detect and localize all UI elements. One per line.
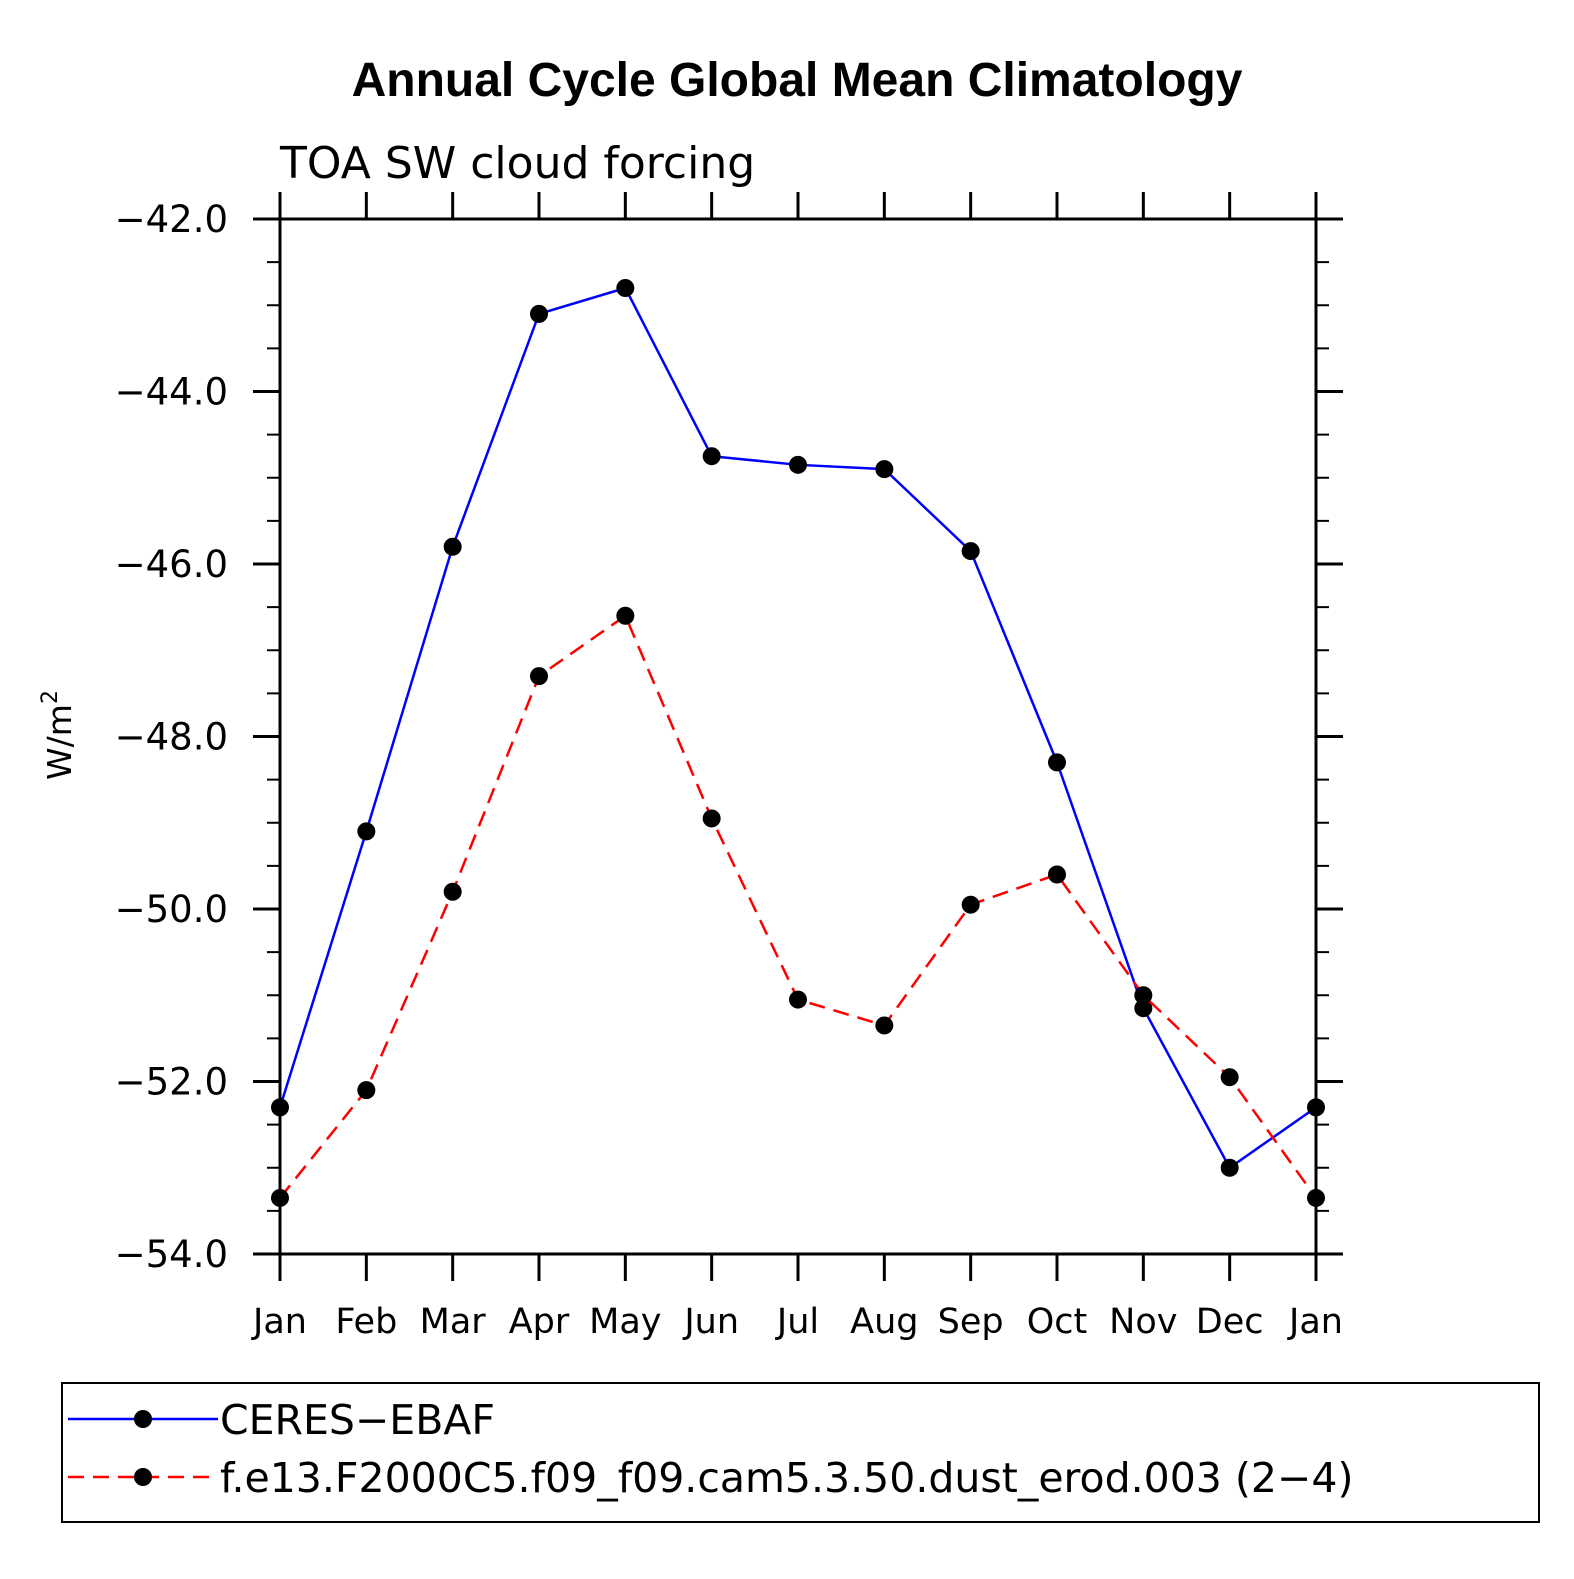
chart-subtitle: TOA SW cloud forcing xyxy=(279,138,755,189)
y-axis-label: W/m2 xyxy=(38,690,79,780)
y-tick-label: −50.0 xyxy=(115,888,228,931)
x-tick-label: Jul xyxy=(775,1302,819,1342)
series-0-point xyxy=(357,822,376,841)
series-0-point xyxy=(530,304,548,323)
series-0-point xyxy=(702,447,721,466)
series-0-point xyxy=(1220,1158,1239,1177)
series-1-point xyxy=(961,895,980,914)
legend-label-1: f.e13.F2000C5.f09_f09.cam5.3.50.dust_ero… xyxy=(220,1454,1353,1502)
x-tick-label: Jun xyxy=(682,1302,739,1342)
series-0-point xyxy=(875,460,894,479)
legend-label-0: CERES−EBAF xyxy=(220,1396,495,1444)
y-tick-label: −44.0 xyxy=(115,371,228,414)
y-tick-label: −54.0 xyxy=(115,1233,228,1276)
x-tick-label: Sep xyxy=(938,1302,1004,1342)
series-0-point xyxy=(1048,753,1066,772)
x-tick-label: Feb xyxy=(335,1302,397,1342)
series-layer xyxy=(271,279,1325,1207)
series-0-point xyxy=(789,455,807,474)
x-tick-label: Aug xyxy=(850,1302,918,1342)
series-0-point xyxy=(1134,999,1153,1018)
legend: CERES−EBAF f.e13.F2000C5.f09_f09.cam5.3.5… xyxy=(61,1382,1540,1523)
series-line-0 xyxy=(278,286,1317,1170)
x-tick-label: Oct xyxy=(1027,1302,1088,1342)
y-tick-label: −52.0 xyxy=(115,1061,228,1104)
legend-box xyxy=(61,1382,1540,1523)
series-1-point xyxy=(1220,1068,1239,1087)
x-tick-label: May xyxy=(589,1302,661,1342)
x-tick-label: Mar xyxy=(420,1302,487,1342)
y-axis-label-superscript: 2 xyxy=(38,690,63,704)
series-1-point xyxy=(357,1081,376,1100)
legend-marker-1 xyxy=(134,1468,152,1486)
plot-frame xyxy=(278,217,1318,1256)
x-tick-label: Jan xyxy=(251,1302,307,1342)
legend-marker-0 xyxy=(134,1410,152,1428)
x-tick-label: Jan xyxy=(1287,1302,1343,1342)
series-0-point xyxy=(1307,1098,1325,1117)
x-tick-label: Apr xyxy=(509,1302,570,1342)
x-tick-label: Nov xyxy=(1109,1302,1177,1342)
series-0-point xyxy=(961,542,980,561)
series-1-point xyxy=(271,1188,289,1207)
axes: Jan Feb Mar Apr May Jun Jul Aug Sep Oct Nov Dec Jan−… xyxy=(115,192,1343,1342)
series-1-point xyxy=(616,606,635,625)
series-1-point xyxy=(530,667,548,686)
y-tick-label: −46.0 xyxy=(115,543,228,586)
series-1-point xyxy=(1048,865,1066,884)
series-1-point xyxy=(789,990,807,1009)
series-line-1 xyxy=(279,613,1318,1199)
series-1-point xyxy=(1134,986,1153,1005)
series-1-point xyxy=(443,882,462,901)
y-tick-label: −42.0 xyxy=(115,198,228,241)
y-tick-label: −48.0 xyxy=(115,716,228,759)
series-0-point xyxy=(271,1098,289,1117)
series-1-point xyxy=(875,1016,894,1035)
chart-title: Annual Cycle Global Mean Climatology xyxy=(352,54,1243,107)
series-1-point xyxy=(1307,1188,1325,1207)
series-0-point xyxy=(443,537,462,556)
series-1-point xyxy=(702,809,721,828)
y-axis-label-main: W/m xyxy=(40,704,79,780)
x-tick-label: Dec xyxy=(1196,1302,1264,1342)
series-0-point xyxy=(616,279,635,297)
